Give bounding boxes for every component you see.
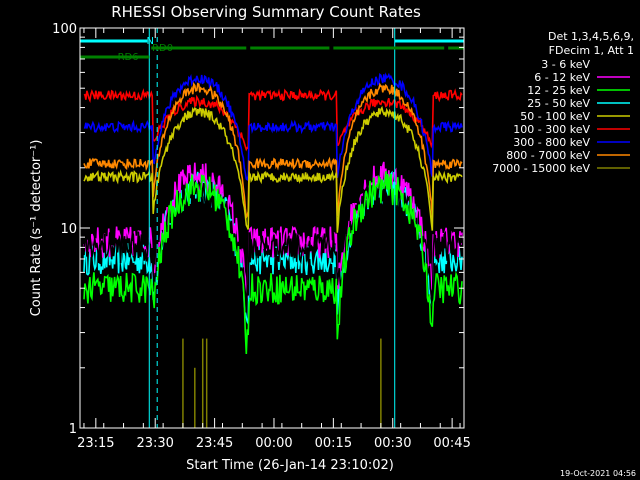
x-tick-label: 00:30 bbox=[374, 436, 411, 451]
series-line-12-25keV bbox=[83, 171, 463, 355]
x-axis: 23:15 23:30 23:45 00:00 00:15 00:30 00:45 bbox=[77, 28, 471, 451]
status-label-rd6: RD6 bbox=[118, 52, 139, 63]
legend-header-line-2: FDecim 1, Att 1 bbox=[549, 44, 634, 57]
x-tick-label: 00:15 bbox=[315, 436, 352, 451]
series-line-100-300keV bbox=[83, 88, 463, 152]
series-line-50-100keV bbox=[83, 105, 463, 233]
legend-label: 6 - 12 keV bbox=[534, 71, 590, 84]
x-tick-label: 00:45 bbox=[433, 436, 470, 451]
x-tick-label: 00:00 bbox=[255, 436, 292, 451]
legend-label: 100 - 300 keV bbox=[513, 123, 590, 136]
legend-label: 25 - 50 keV bbox=[527, 97, 590, 110]
series-line-800-7000keV bbox=[83, 81, 463, 220]
footer-date: 19-Oct-2021 04:56 bbox=[560, 469, 636, 478]
legend-header-line-1: Det 1,3,4,5,6,9, bbox=[548, 30, 634, 43]
series-line-300-800keV bbox=[83, 72, 463, 181]
y-tick-label: 1 bbox=[69, 422, 77, 437]
legend-label: 3 - 6 keV bbox=[541, 58, 590, 71]
legend-label: 12 - 25 keV bbox=[527, 84, 590, 97]
status-label-n: N bbox=[147, 36, 154, 47]
y-tick-label: 100 bbox=[52, 22, 77, 37]
legend-label: 7000 - 15000 keV bbox=[492, 162, 590, 175]
status-label-rd0: RD0 bbox=[152, 43, 173, 54]
x-tick-label: 23:45 bbox=[196, 436, 233, 451]
x-tick-label: 23:15 bbox=[77, 436, 114, 451]
x-tick-label: 23:30 bbox=[136, 436, 173, 451]
y-axis: 1 10 100 bbox=[52, 22, 464, 437]
data-layer bbox=[83, 72, 463, 428]
x-axis-label: Start Time (26-Jan-14 23:10:02) bbox=[186, 458, 394, 473]
legend-label: 300 - 800 keV bbox=[513, 136, 590, 149]
legend-label: 800 - 7000 keV bbox=[506, 149, 590, 162]
y-axis-label: Count Rate (s⁻¹ detector⁻¹) bbox=[29, 140, 44, 317]
y-tick-label: 10 bbox=[60, 222, 77, 237]
legend: Det 1,3,4,5,6,9, FDecim 1, Att 1 3 - 6 k… bbox=[492, 30, 634, 175]
chart-title: RHESSI Observing Summary Count Rates bbox=[111, 3, 421, 21]
legend-label: 50 - 100 keV bbox=[520, 110, 590, 123]
